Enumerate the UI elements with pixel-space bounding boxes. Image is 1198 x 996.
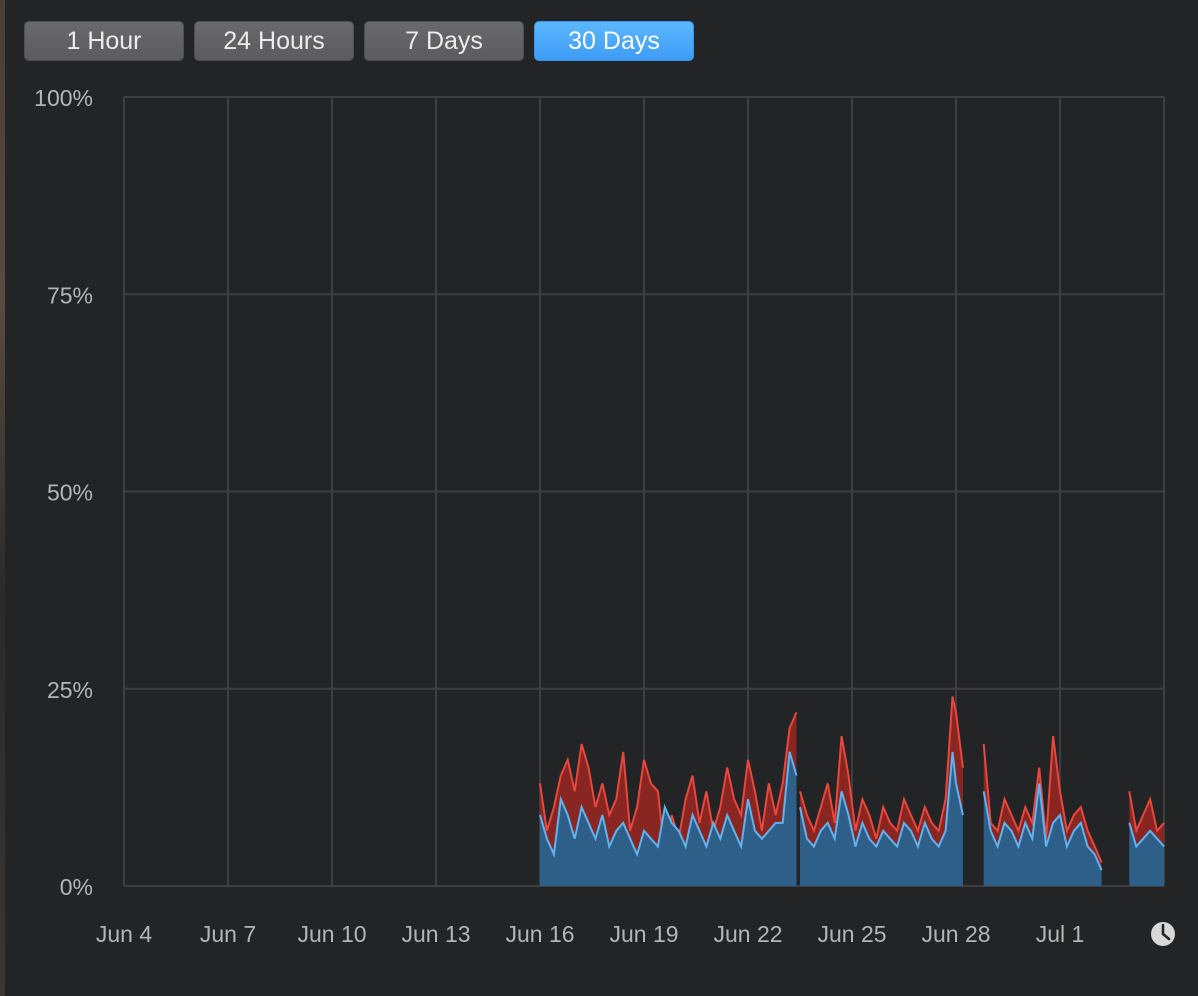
range-30-days-button[interactable]: 30 Days	[534, 21, 694, 61]
lower-line	[982, 783, 1103, 871]
range-24-hours-button[interactable]: 24 Hours	[194, 21, 354, 61]
lower-area	[983, 783, 1102, 886]
x-tick-label: Jun 4	[96, 921, 152, 947]
lower-area	[1129, 822, 1164, 886]
x-tick-label: Jun 10	[297, 921, 366, 947]
y-tick-label: 100%	[34, 85, 93, 111]
upper-area	[1129, 791, 1164, 847]
x-tick-label: Jun 25	[817, 921, 886, 947]
y-tick-label: 0%	[60, 874, 93, 900]
range-7-days-button[interactable]: 7 Days	[364, 21, 524, 61]
x-tick-label: Jun 13	[401, 921, 470, 947]
upper-line	[799, 696, 964, 839]
upper-line	[982, 735, 1103, 863]
upper-line	[1128, 791, 1165, 835]
x-tick-label: Jun 7	[200, 921, 256, 947]
range-1-hour-button[interactable]: 1 Hour	[24, 21, 184, 61]
x-tick-label: Jul 1	[1036, 921, 1085, 947]
lower-line	[1128, 822, 1165, 849]
chart-areas	[539, 696, 1165, 886]
upper-area	[800, 696, 963, 847]
clock-icon[interactable]	[1151, 922, 1175, 946]
x-tick-label: Jun 22	[713, 921, 782, 947]
x-axis: Jun 4 Jun 7 Jun 10 Jun 13 Jun 16 Jun 19 Jun 22…	[96, 921, 1084, 947]
y-tick-label: 50%	[47, 480, 93, 506]
x-tick-label: Jun 16	[505, 921, 574, 947]
y-tick-label: 25%	[47, 677, 93, 703]
lower-line	[799, 751, 964, 850]
lower-line	[539, 751, 798, 859]
window-edge	[0, 0, 5, 996]
x-tick-label: Jun 28	[921, 921, 990, 947]
y-tick-label: 75%	[47, 282, 93, 308]
x-tick-label: Jun 19	[609, 921, 678, 947]
lower-area	[800, 751, 963, 886]
y-axis: 0% 25% 50% 75% 100%	[34, 85, 93, 900]
lower-area	[540, 751, 797, 886]
